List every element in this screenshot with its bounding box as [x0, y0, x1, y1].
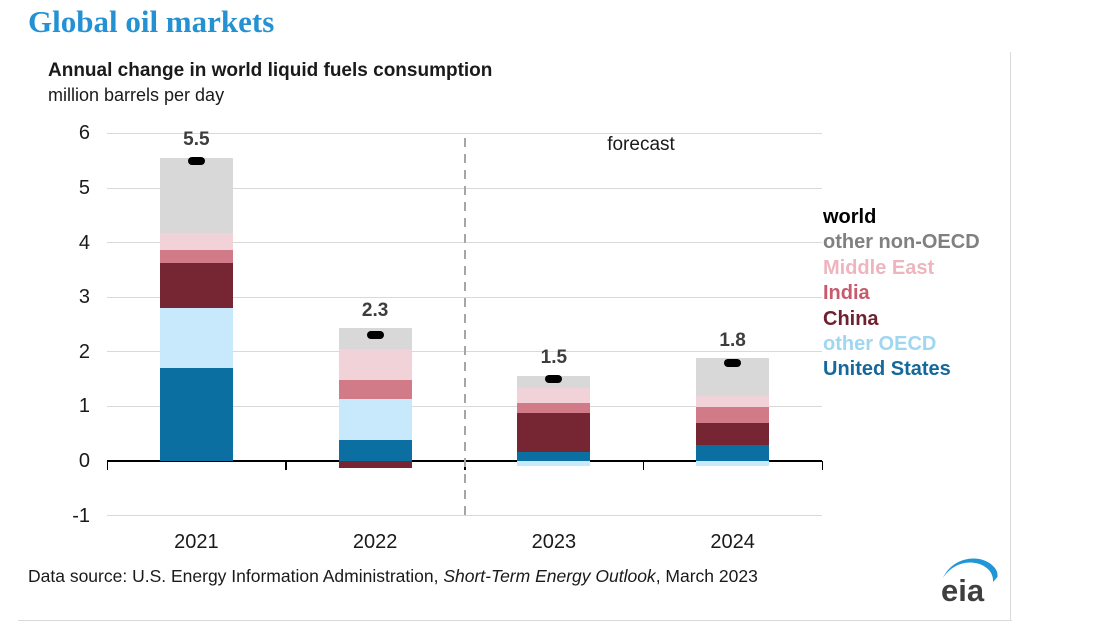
bar-segment-other-oecd — [517, 461, 591, 467]
x-axis-category-label: 2022 — [352, 531, 398, 553]
page-title: Global oil markets — [28, 4, 275, 39]
legend-item-other-oecd: other OECD — [823, 333, 937, 356]
x-axis-tick — [821, 461, 823, 470]
bar-segment-united-states — [338, 440, 412, 461]
bar-segment-china — [159, 262, 233, 309]
bar-segment-china — [517, 412, 591, 453]
forecast-label: forecast — [607, 134, 675, 155]
bar-segment-united-states — [159, 368, 233, 461]
figure-border-bottom — [18, 620, 1012, 621]
data-source-note: Data source: U.S. Energy Information Adm… — [28, 566, 758, 587]
bar-value-label: 5.5 — [183, 128, 210, 150]
x-axis-tick — [285, 461, 287, 470]
bar-segment-united-states — [696, 445, 770, 461]
forecast-divider-line — [463, 138, 466, 521]
bar-segment-other-oecd — [338, 399, 412, 441]
bar-value-label: 1.5 — [540, 347, 568, 369]
y-axis-tick-label: 5 — [78, 177, 90, 199]
bar-segment-middle-east — [696, 396, 770, 408]
bar-segment-united-states — [517, 452, 591, 461]
world-net-marker — [366, 331, 384, 340]
chart-subtitle: million barrels per day — [48, 85, 225, 105]
world-net-marker — [545, 375, 563, 384]
bar-segment-india — [338, 380, 412, 400]
bar-segment-middle-east — [338, 349, 412, 381]
report-title-text: Short-Term Energy Outlook — [443, 566, 656, 586]
bar-segment-china — [338, 461, 412, 469]
eia-logo-graphic: eia — [941, 558, 998, 608]
bar-segment-middle-east — [517, 388, 591, 404]
world-net-marker — [724, 358, 742, 367]
bar-value-label: 1.8 — [719, 329, 746, 351]
y-axis-tick-label: 1 — [78, 395, 90, 418]
source-text: Data source: U.S. Energy Information Adm… — [28, 566, 444, 586]
y-axis-tick-label: 4 — [78, 231, 90, 254]
legend-item-india: India — [823, 282, 870, 305]
bar-segment-india — [696, 407, 770, 424]
eia-logo-text: eia — [941, 573, 985, 608]
legend-item-middle-east: Middle East — [823, 256, 935, 279]
legend-item-china: China — [823, 307, 879, 330]
bar-segment-other-oecd — [159, 308, 233, 369]
eia-logo: eia — [936, 551, 1004, 613]
bar-segment-other-non-oecd — [159, 157, 233, 233]
bar-segment-india — [517, 403, 591, 413]
x-axis-tick — [106, 461, 108, 470]
bar-value-label: 2.3 — [361, 300, 389, 322]
y-axis-tick-label: 0 — [78, 450, 90, 472]
legend-item-world: world — [823, 206, 877, 228]
eia-swoosh-icon — [943, 558, 998, 582]
x-axis-category-label: 2024 — [710, 531, 755, 553]
gridline-y6 — [107, 132, 822, 134]
bar-segment-middle-east — [159, 232, 233, 250]
bar-segment-china — [696, 423, 770, 446]
figure-border-right — [1010, 52, 1011, 620]
x-axis-category-label: 2021 — [174, 531, 219, 553]
y-axis-tick-label: 2 — [78, 340, 90, 363]
world-net-marker — [187, 156, 205, 165]
source-date-text: , March 2023 — [655, 566, 758, 586]
bar-segment-india — [159, 249, 233, 263]
x-axis-tick — [642, 461, 645, 470]
legend-item-other-non-oecd: other non-OECD — [823, 231, 980, 254]
chart-title: Annual change in world liquid fuels cons… — [48, 60, 493, 81]
y-axis-tick-label: -1 — [72, 504, 90, 527]
legend-item-united-states: United States — [823, 358, 951, 381]
x-axis-category-label: 2023 — [531, 531, 577, 553]
y-axis-tick-label: 6 — [78, 122, 90, 145]
y-axis-tick-label: 3 — [78, 286, 90, 309]
bar-segment-other-oecd — [696, 461, 770, 467]
legend: world other non-OECD Middle East India China… — [823, 205, 980, 383]
